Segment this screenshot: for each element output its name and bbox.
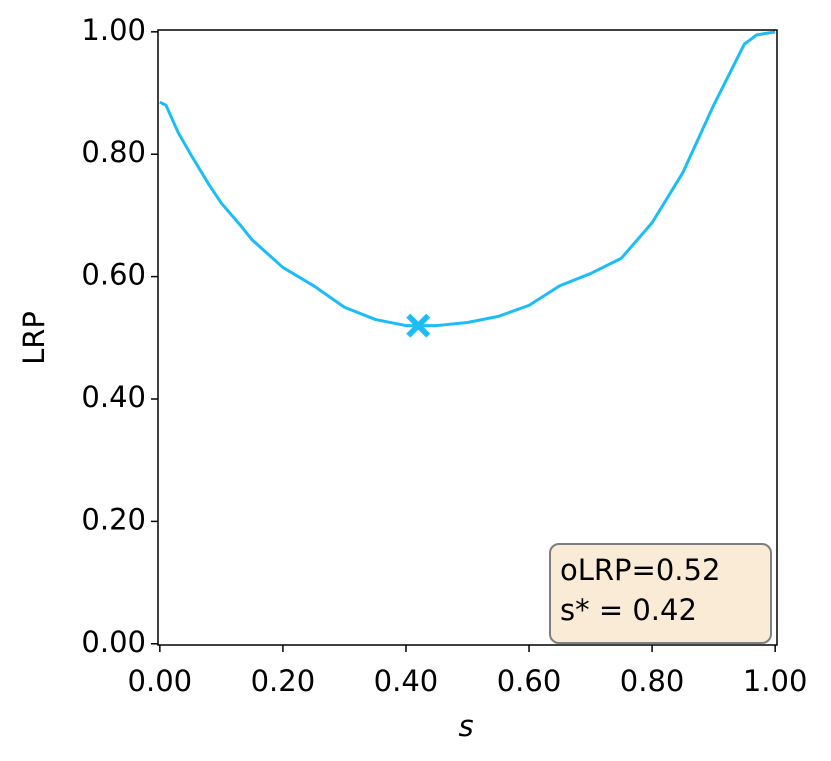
annotation-text: s* = 0.42 xyxy=(560,593,697,627)
y-tick-label: 1.00 xyxy=(81,13,146,47)
y-tick-label: 0.00 xyxy=(81,625,146,659)
y-tick-label: 0.60 xyxy=(81,258,146,292)
annotation-text: oLRP=0.52 xyxy=(560,553,720,587)
x-axis-label: s xyxy=(458,709,473,743)
x-tick-label: 0.40 xyxy=(374,664,439,698)
optimum-marker xyxy=(406,313,431,338)
y-axis-label: LRP xyxy=(17,311,51,365)
annotation-box xyxy=(549,543,772,644)
x-tick-label: 0.60 xyxy=(497,664,562,698)
x-tick-label: 0.20 xyxy=(251,664,316,698)
x-tick-label: 0.00 xyxy=(128,664,193,698)
y-tick-label: 0.40 xyxy=(81,380,146,414)
y-tick-label: 0.80 xyxy=(81,135,146,169)
axes-frame xyxy=(157,29,778,646)
y-tick-label: 0.20 xyxy=(81,502,146,536)
x-tick-label: 0.80 xyxy=(620,664,685,698)
line xyxy=(159,30,776,328)
x-tick-label: 1.00 xyxy=(743,664,808,698)
